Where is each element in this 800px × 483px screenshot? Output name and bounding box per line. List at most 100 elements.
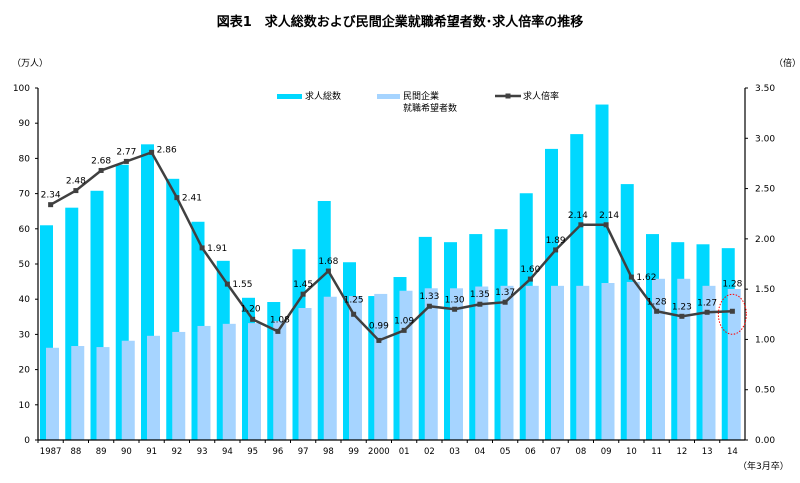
- data-label: 2.48: [66, 177, 86, 187]
- legend-swatch-job-seekers: [377, 94, 400, 99]
- data-label: 0.99: [369, 321, 389, 331]
- line-point: [654, 308, 660, 314]
- bar-job-seekers: [222, 323, 236, 440]
- bar-job-seekers: [323, 296, 337, 440]
- data-label: 2.41: [182, 194, 202, 204]
- data-label: 2.86: [157, 145, 177, 155]
- x-tick-label: 01: [399, 447, 410, 457]
- data-label: 1.45: [293, 280, 313, 290]
- bar-job-seekers: [525, 285, 539, 440]
- y-right-tick-label: 3.50: [755, 84, 775, 94]
- y-left-tick-label: 80: [19, 154, 31, 164]
- line-point: [426, 303, 432, 309]
- line-point: [452, 306, 458, 312]
- line-point: [224, 281, 230, 287]
- x-unit-label: （年3月卒）: [738, 460, 789, 472]
- bar-job-seekers: [626, 281, 640, 440]
- line-point: [300, 291, 306, 297]
- data-label: 1.55: [232, 280, 252, 290]
- bar-job-seekers: [677, 278, 691, 440]
- bar-job-seekers: [500, 285, 514, 440]
- line-point: [199, 245, 205, 251]
- y-left-tick-label: 60: [19, 225, 31, 235]
- x-tick-label: 10: [626, 447, 637, 457]
- x-tick-label: 2000: [368, 447, 390, 457]
- bar-job-seekers: [121, 340, 135, 440]
- legend-label-job-seekers-line1: 民間企業: [403, 90, 439, 102]
- line-point: [628, 274, 634, 280]
- x-tick-label: 05: [500, 447, 511, 457]
- data-label: 1.28: [722, 279, 742, 289]
- y-left-tick-label: 90: [19, 119, 31, 129]
- bar-job-seekers: [96, 347, 110, 440]
- x-tick-label: 14: [727, 447, 738, 457]
- highlight-circle: [717, 293, 747, 335]
- line-point: [250, 316, 256, 322]
- x-tick-label: 97: [298, 447, 309, 457]
- x-tick-label: 03: [449, 447, 460, 457]
- data-label: 1.37: [495, 288, 515, 298]
- line-point: [376, 337, 382, 343]
- line-point: [351, 311, 357, 317]
- line-point: [401, 327, 407, 333]
- data-label: 1.08: [270, 315, 290, 325]
- bar-job-seekers: [374, 293, 388, 440]
- line-point: [527, 276, 533, 282]
- data-label: 1.23: [672, 302, 692, 312]
- y-left-tick-label: 70: [19, 190, 31, 200]
- y-left-tick-label: 0: [24, 436, 30, 446]
- legend-label-job-seekers-line2: 就職希望者数: [403, 102, 457, 114]
- bar-job-seekers: [248, 323, 261, 440]
- legend-marker-job-ratio: [505, 93, 511, 99]
- bar-job-seekers: [71, 346, 85, 440]
- y-right-tick-label: 0.50: [755, 386, 775, 396]
- bar-job-seekers: [450, 288, 463, 440]
- y-left-tick-label: 20: [19, 366, 31, 376]
- x-tick-label: 98: [323, 447, 334, 457]
- bar-job-seekers: [197, 325, 211, 440]
- x-tick-label: 09: [601, 447, 612, 457]
- x-tick-label: 08: [575, 447, 586, 457]
- line-point: [98, 167, 104, 173]
- bar-job-seekers: [475, 286, 489, 440]
- x-tick-label: 94: [222, 447, 233, 457]
- bar-job-seekers: [349, 296, 362, 440]
- bar-job-seekers: [727, 288, 741, 440]
- x-tick-label: 13: [702, 447, 713, 457]
- bar-job-seekers: [551, 285, 564, 440]
- line-job-ratio: [50, 150, 733, 342]
- bar-job-seekers: [46, 347, 59, 440]
- x-tick-label: 11: [651, 447, 662, 457]
- line-point: [502, 299, 508, 305]
- data-label: 1.28: [647, 297, 667, 307]
- y-right-label: （倍）: [774, 57, 800, 69]
- x-tick-label: 96: [272, 447, 283, 457]
- line-point: [325, 268, 331, 274]
- bar-job-seekers: [147, 335, 160, 440]
- data-label: 1.68: [318, 257, 338, 267]
- legend-swatch-job-openings: [277, 94, 302, 99]
- x-tick-label: 91: [146, 447, 157, 457]
- data-label: 1.09: [394, 316, 414, 326]
- line-point: [553, 247, 559, 253]
- y-right-tick-label: 1.00: [755, 335, 775, 345]
- line-point: [174, 195, 180, 201]
- line-point: [679, 313, 685, 319]
- data-label: 1.35: [470, 290, 490, 300]
- data-label: 1.33: [419, 292, 439, 302]
- y-left-label: （万人）: [12, 58, 48, 69]
- x-tick-label: 12: [676, 447, 687, 457]
- bar-job-seekers: [399, 290, 413, 440]
- bar-job-seekers: [576, 285, 590, 440]
- legend-label-job-openings: 求人総数: [305, 90, 341, 102]
- data-label: 1.60: [520, 265, 540, 275]
- data-label: 2.34: [41, 191, 61, 201]
- line-point: [578, 222, 584, 228]
- bar-job-seekers: [652, 278, 665, 440]
- line-point: [73, 188, 79, 194]
- x-tick-label: 95: [247, 447, 258, 457]
- x-tick-label: 1987: [40, 447, 62, 457]
- data-label: 1.20: [241, 304, 261, 314]
